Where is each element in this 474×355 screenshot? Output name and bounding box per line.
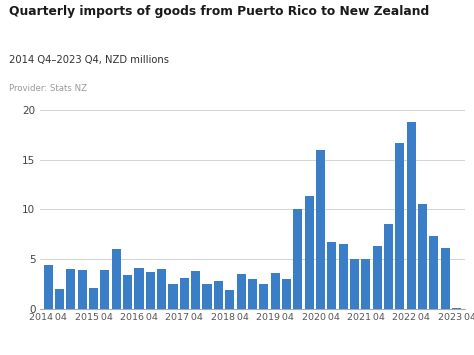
Bar [55, 289, 64, 309]
Bar [202, 284, 211, 309]
Bar [225, 290, 234, 309]
Bar [338, 244, 348, 309]
Bar [271, 273, 280, 309]
Bar [44, 265, 53, 309]
Bar [135, 268, 144, 309]
Bar [429, 236, 438, 309]
Bar [180, 278, 189, 309]
Bar [441, 248, 450, 309]
Bar [146, 272, 155, 309]
Bar [78, 270, 87, 309]
Text: Provider: Stats NZ: Provider: Stats NZ [9, 84, 88, 93]
Bar [168, 284, 178, 309]
Bar [395, 143, 404, 309]
Bar [123, 275, 132, 309]
Bar [100, 270, 109, 309]
Bar [248, 279, 257, 309]
Bar [191, 271, 200, 309]
Bar [66, 269, 75, 309]
Bar [407, 122, 416, 309]
Bar [350, 259, 359, 309]
Bar [305, 196, 314, 309]
Bar [214, 281, 223, 309]
Text: Quarterly imports of goods from Puerto Rico to New Zealand: Quarterly imports of goods from Puerto R… [9, 5, 430, 18]
Bar [259, 284, 268, 309]
Bar [418, 204, 427, 309]
Bar [384, 224, 393, 309]
Bar [361, 259, 370, 309]
Bar [237, 274, 246, 309]
Bar [327, 242, 337, 309]
Text: 2014 Q4–2023 Q4, NZD millions: 2014 Q4–2023 Q4, NZD millions [9, 55, 170, 65]
Bar [282, 279, 291, 309]
Bar [157, 269, 166, 309]
Text: figure.nz: figure.nz [385, 12, 445, 25]
Bar [316, 150, 325, 309]
Bar [112, 249, 121, 309]
Bar [373, 246, 382, 309]
Bar [452, 308, 461, 309]
Bar [293, 209, 302, 309]
Bar [89, 288, 98, 309]
